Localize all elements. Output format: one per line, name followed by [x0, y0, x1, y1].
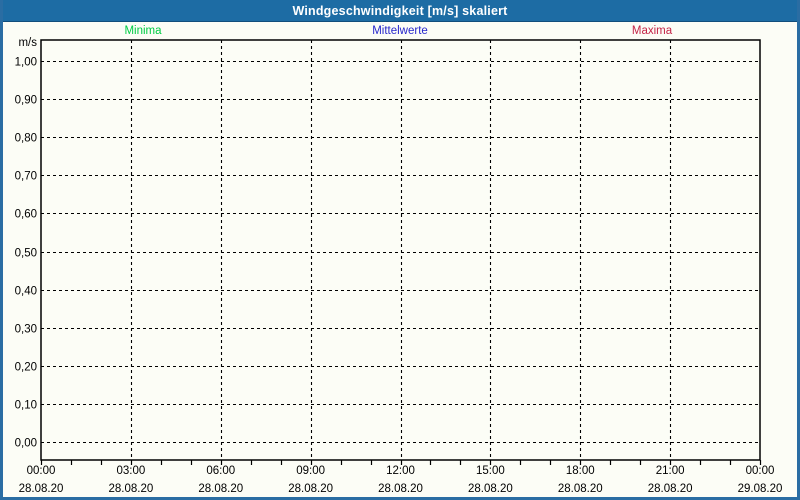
- legend-item-minima: Minima: [124, 25, 162, 37]
- y-tick-label: 1,00: [15, 57, 37, 69]
- x-tick-time-label: 21:00: [656, 465, 685, 477]
- y-tick-label: 0,90: [15, 95, 37, 107]
- x-tick-date-label: 28.08.20: [648, 483, 693, 495]
- plot-border: [40, 39, 761, 461]
- y-tick-label: 0,30: [15, 324, 37, 336]
- x-tick-time-label: 12:00: [386, 465, 415, 477]
- y-tick-label: 0,70: [15, 171, 37, 183]
- y-tick-label: 0,40: [15, 286, 37, 298]
- window-titlebar: Windgeschwindigkeit [m/s] skaliert: [3, 0, 797, 22]
- x-tick-time-label: 00:00: [746, 465, 775, 477]
- y-tick-label: 0,50: [15, 248, 37, 260]
- window-title: Windgeschwindigkeit [m/s] skaliert: [292, 3, 508, 18]
- y-tick-label: 0,00: [15, 438, 37, 450]
- x-tick-time-label: 00:00: [27, 465, 56, 477]
- x-tick-date-label: 28.08.20: [288, 483, 333, 495]
- y-axis-unit-label: m/s: [18, 37, 37, 49]
- x-tick-time-label: 03:00: [116, 465, 145, 477]
- legend-item-mittelwerte: Mittelwerte: [372, 25, 428, 37]
- x-tick-date-label: 28.08.20: [378, 483, 423, 495]
- x-tick-date-label: 28.08.20: [19, 483, 64, 495]
- x-tick-time-label: 06:00: [206, 465, 235, 477]
- x-tick-date-label: 28.08.20: [108, 483, 153, 495]
- x-tick-time-label: 09:00: [296, 465, 325, 477]
- legend-item-maxima: Maxima: [631, 25, 673, 37]
- y-tick-label: 0,80: [15, 133, 37, 145]
- x-tick-date-label: 28.08.20: [198, 483, 243, 495]
- y-tick-label: 0,60: [15, 209, 37, 221]
- x-tick-date-label: 28.08.20: [468, 483, 513, 495]
- y-tick-label: 0,20: [15, 362, 37, 374]
- x-tick-date-label: 29.08.20: [738, 483, 783, 495]
- x-tick-time-label: 18:00: [566, 465, 595, 477]
- x-tick-time-label: 15:00: [476, 465, 505, 477]
- x-tick-date-label: 28.08.20: [558, 483, 603, 495]
- y-tick-label: 0,10: [15, 400, 37, 412]
